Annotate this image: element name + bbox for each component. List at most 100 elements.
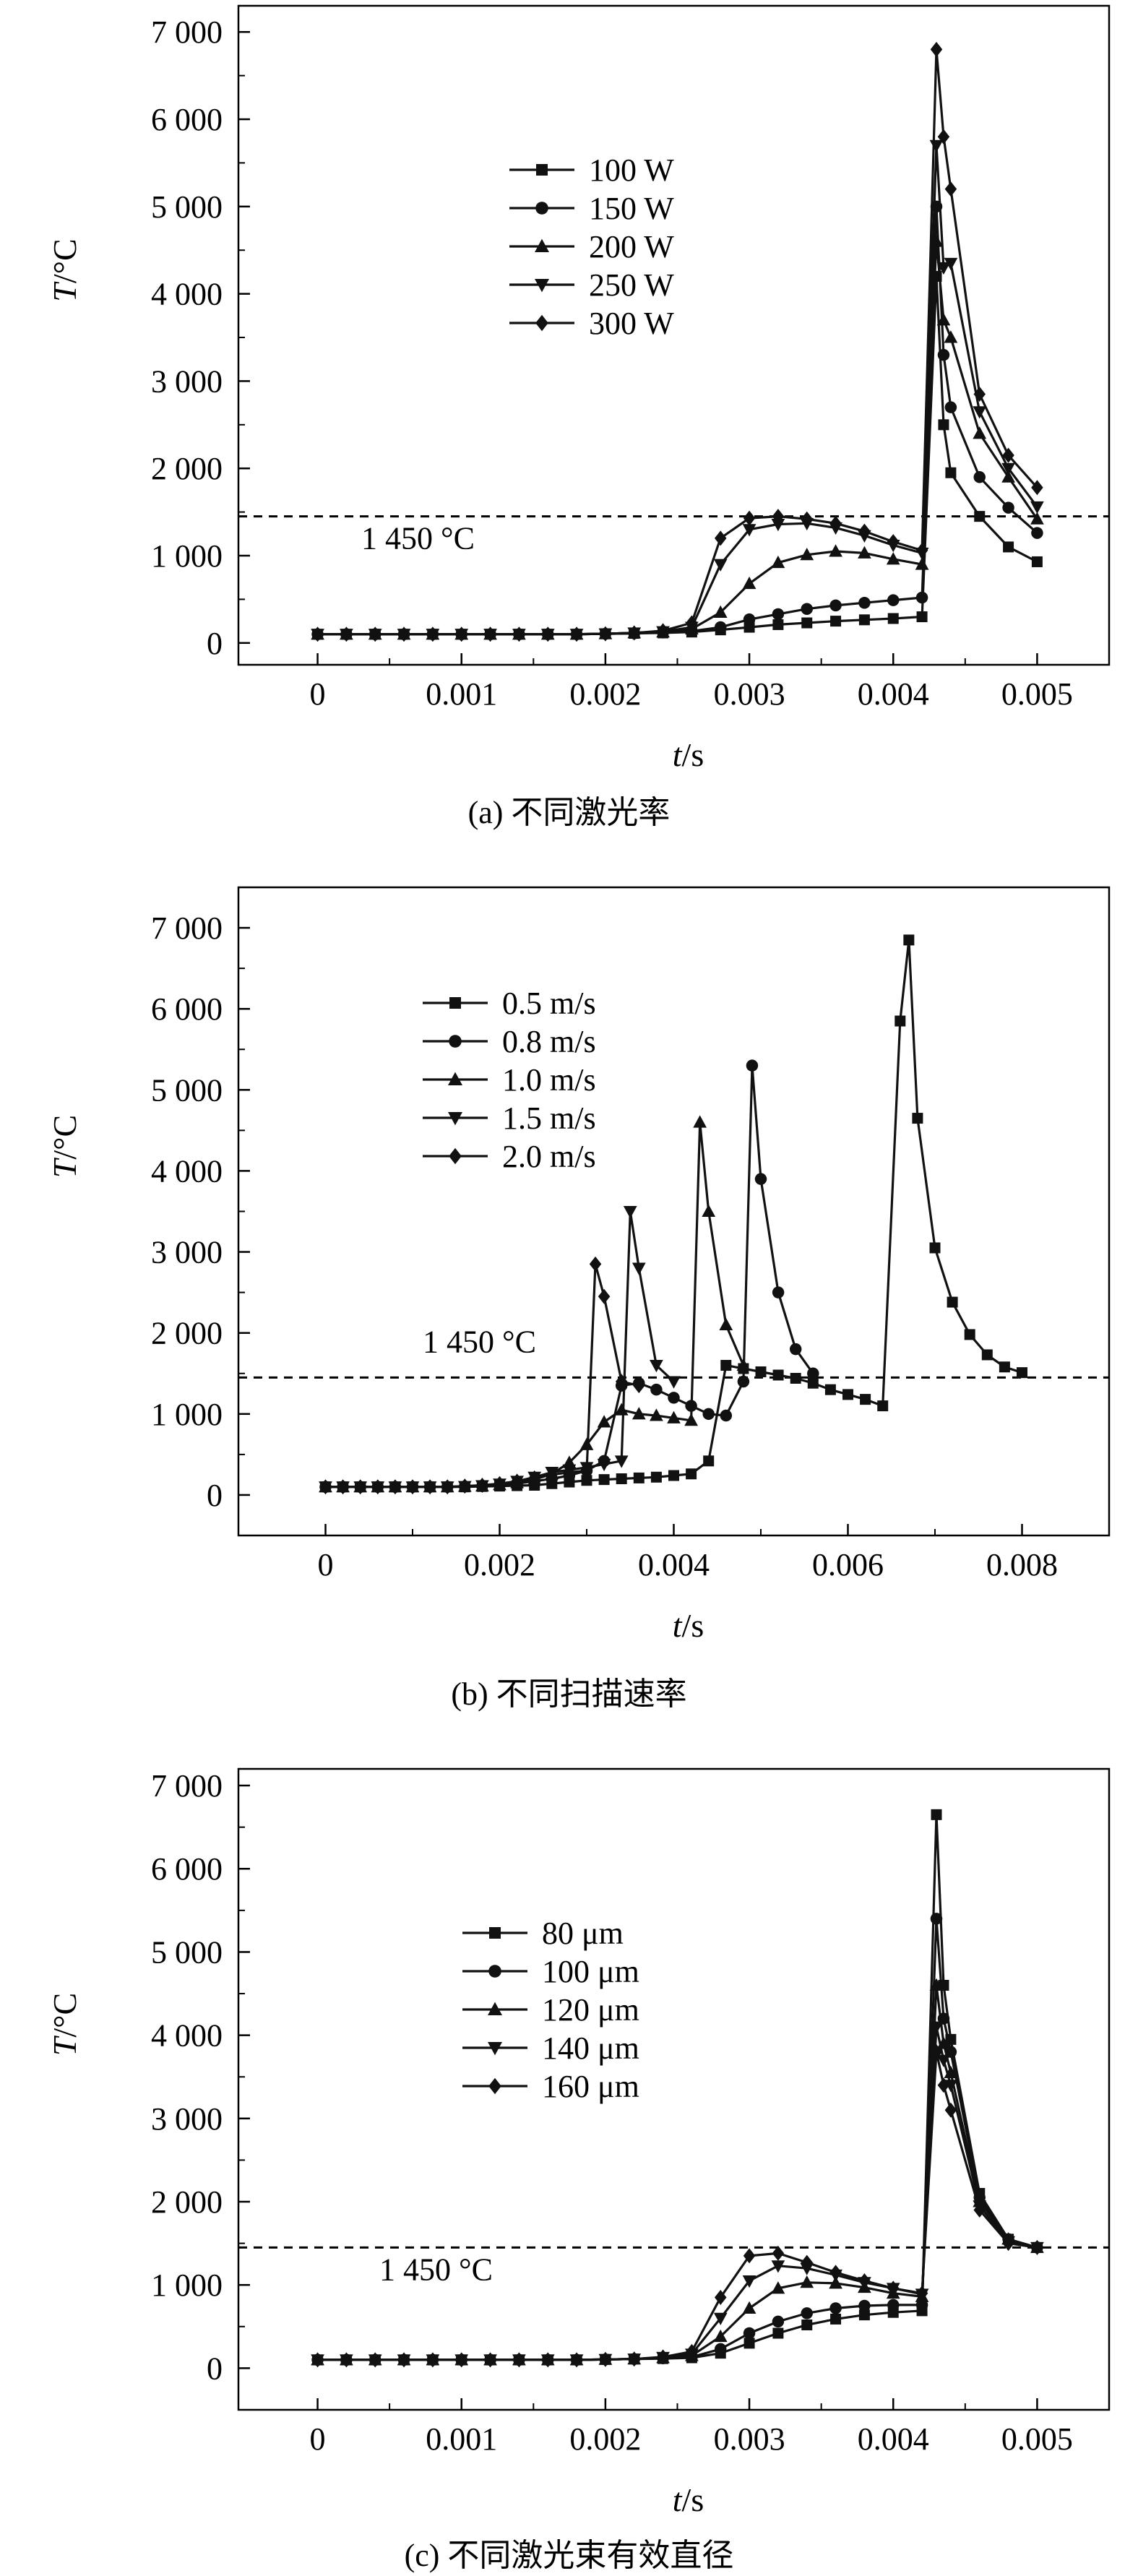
data-point <box>714 2343 727 2356</box>
x-tick-label: 0.002 <box>569 2421 641 2457</box>
data-point <box>397 626 410 642</box>
data-point <box>720 1360 732 1371</box>
data-point <box>597 1458 611 1472</box>
data-point <box>614 1403 629 1416</box>
data-point <box>973 471 986 483</box>
legend-label: 1.0 m/s <box>502 1062 596 1098</box>
data-point <box>633 1378 645 1394</box>
x-tick-label: 0.004 <box>858 2421 929 2457</box>
data-point <box>743 2338 755 2349</box>
data-point <box>713 2312 728 2326</box>
data-point <box>936 313 951 326</box>
data-point <box>455 626 467 642</box>
legend-marker <box>449 1035 462 1048</box>
data-point <box>406 1479 419 1495</box>
data-point <box>754 1173 767 1185</box>
y-tick-label: 6 000 <box>151 1851 223 1887</box>
data-point <box>1017 1367 1027 1379</box>
data-point <box>686 1468 697 1480</box>
data-point <box>455 2352 467 2368</box>
y-tick-label: 0 <box>207 626 223 661</box>
data-point <box>830 616 842 627</box>
data-point <box>887 2299 900 2312</box>
data-point <box>860 1394 871 1405</box>
data-point <box>772 1369 784 1381</box>
data-point <box>743 2248 756 2264</box>
data-point <box>929 2021 944 2034</box>
data-point <box>563 1465 576 1481</box>
data-point <box>915 2286 928 2301</box>
data-point <box>829 2265 842 2280</box>
legend-marker <box>448 1112 462 1126</box>
data-point <box>964 1329 975 1340</box>
data-point <box>929 1978 944 1991</box>
x-axis-label: t/s <box>673 1607 704 1644</box>
data-point <box>628 625 640 641</box>
data-point <box>807 1367 819 1379</box>
data-point <box>944 181 957 197</box>
data-point <box>714 2289 727 2305</box>
data-point <box>703 1455 715 1467</box>
data-point <box>801 511 813 527</box>
data-point <box>668 1470 679 1481</box>
data-point <box>476 1477 488 1493</box>
data-point <box>801 603 813 615</box>
x-tick-label: 0.004 <box>858 676 929 712</box>
data-point <box>713 559 728 572</box>
legend-label: 250 W <box>589 267 674 303</box>
data-point <box>743 510 756 526</box>
x-tick-label: 0.002 <box>569 676 641 712</box>
data-point <box>981 1349 993 1361</box>
data-point <box>513 2352 525 2368</box>
data-point <box>887 613 899 624</box>
data-point <box>938 419 949 431</box>
caption-c: (c) 不同激光束有效直径 <box>404 2538 734 2573</box>
data-point <box>581 1475 592 1486</box>
reference-label: 1 450 °C <box>423 1324 536 1359</box>
data-point <box>650 1360 663 1373</box>
data-point <box>945 467 957 478</box>
legend-label: 140 μm <box>542 2030 639 2066</box>
data-point <box>311 2352 324 2368</box>
data-point <box>944 257 958 271</box>
series-line <box>317 48 1038 636</box>
data-point <box>714 530 727 546</box>
legend-label: 0.5 m/s <box>502 986 596 1021</box>
data-point <box>714 621 727 634</box>
data-point <box>895 1015 906 1027</box>
data-point <box>930 41 943 57</box>
data-point <box>886 552 900 565</box>
data-point <box>742 576 756 590</box>
chart-c: 0 1 000 2 000 3 000 4 000 5 000 6 000 7 000 0 0.0… <box>46 1767 1111 2518</box>
x-tick-label: 0 <box>310 676 326 712</box>
data-point <box>1031 556 1043 567</box>
panel-c: 0 1 000 2 000 3 000 4 000 5 000 6 000 7 000 0 0.0… <box>0 1763 1138 2576</box>
y-tick-label: 3 000 <box>151 363 223 399</box>
data-point <box>858 546 871 559</box>
y-tick-label: 4 000 <box>151 2018 223 2054</box>
data-point <box>614 1455 629 1468</box>
data-point <box>1001 462 1015 475</box>
data-point <box>937 129 950 145</box>
data-point <box>877 1400 889 1412</box>
data-point <box>771 2260 785 2273</box>
x-tick-label: 0.003 <box>714 2421 785 2457</box>
y-tick-label: 5 000 <box>151 1934 223 1970</box>
data-point <box>719 1317 733 1330</box>
data-point <box>801 617 813 629</box>
x-tick-label: 0.005 <box>1001 2421 1073 2457</box>
panel-a: 0 1 000 2 000 3 000 4 000 5 000 6 000 7 000 0 0.0… <box>0 0 1138 845</box>
x-tick-label: 0.002 <box>464 1547 535 1582</box>
data-point <box>1030 512 1044 525</box>
data-point <box>772 619 784 630</box>
legend-label: 100 W <box>589 152 674 188</box>
data-point <box>801 2254 813 2270</box>
data-point <box>1030 501 1044 514</box>
data-point <box>1002 2236 1014 2252</box>
data-point <box>915 543 928 559</box>
data-point <box>693 1115 707 1128</box>
plot-frame <box>237 4 1111 666</box>
y-tick-label: 7 000 <box>151 1768 223 1804</box>
data-point <box>742 2275 756 2288</box>
y-tick-label: 3 000 <box>151 2101 223 2137</box>
